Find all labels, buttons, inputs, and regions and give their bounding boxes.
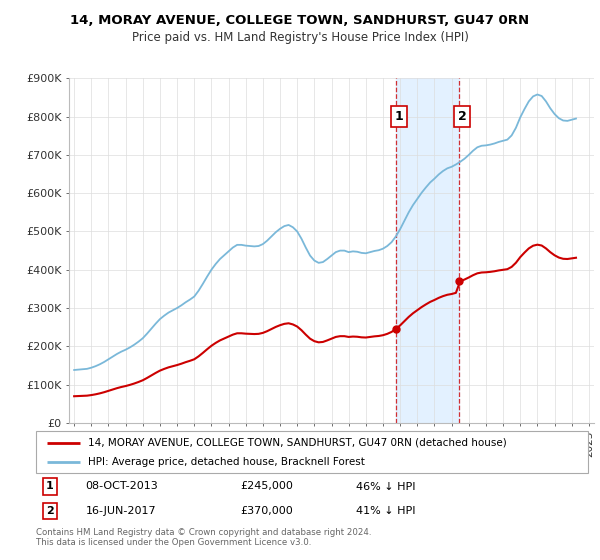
Text: Price paid vs. HM Land Registry's House Price Index (HPI): Price paid vs. HM Land Registry's House … bbox=[131, 31, 469, 44]
Text: 16-JUN-2017: 16-JUN-2017 bbox=[86, 506, 157, 516]
Text: 1: 1 bbox=[46, 482, 53, 492]
Text: 14, MORAY AVENUE, COLLEGE TOWN, SANDHURST, GU47 0RN: 14, MORAY AVENUE, COLLEGE TOWN, SANDHURS… bbox=[70, 14, 530, 27]
Text: 14, MORAY AVENUE, COLLEGE TOWN, SANDHURST, GU47 0RN (detached house): 14, MORAY AVENUE, COLLEGE TOWN, SANDHURS… bbox=[88, 437, 507, 447]
Text: 41% ↓ HPI: 41% ↓ HPI bbox=[356, 506, 416, 516]
Text: 2: 2 bbox=[46, 506, 53, 516]
Text: 46% ↓ HPI: 46% ↓ HPI bbox=[356, 482, 416, 492]
Text: HPI: Average price, detached house, Bracknell Forest: HPI: Average price, detached house, Brac… bbox=[88, 457, 365, 467]
Text: 08-OCT-2013: 08-OCT-2013 bbox=[86, 482, 158, 492]
Text: £245,000: £245,000 bbox=[240, 482, 293, 492]
Text: 2: 2 bbox=[458, 110, 466, 123]
FancyBboxPatch shape bbox=[36, 431, 588, 473]
Text: 1: 1 bbox=[394, 110, 403, 123]
Text: Contains HM Land Registry data © Crown copyright and database right 2024.
This d: Contains HM Land Registry data © Crown c… bbox=[36, 528, 371, 547]
Text: £370,000: £370,000 bbox=[240, 506, 293, 516]
Bar bbox=[396, 78, 460, 423]
